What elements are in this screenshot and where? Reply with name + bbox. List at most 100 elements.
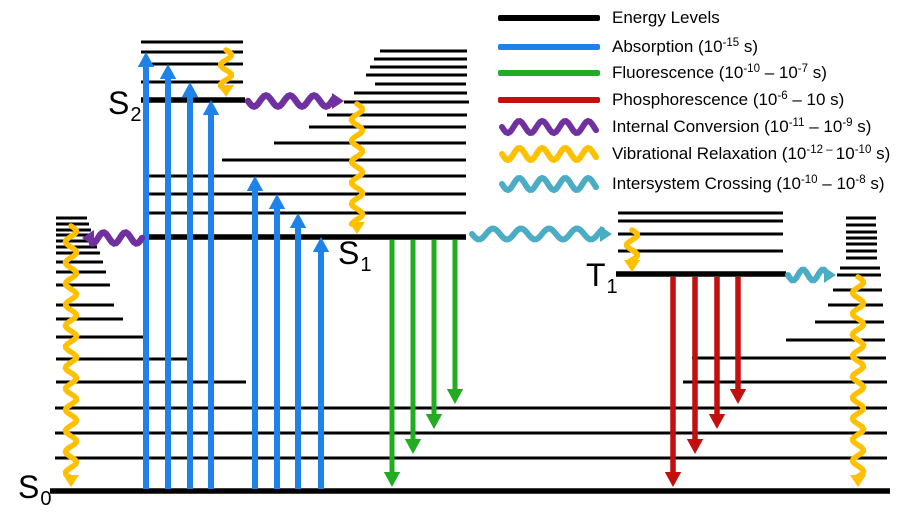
legend: Energy Levels Absorption (10-15 s) Fluores… <box>0 0 900 210</box>
vibrational-level-line <box>56 270 106 274</box>
vibrational-level-line <box>370 65 467 69</box>
absorption-arrow-head <box>202 100 220 115</box>
fluorescence-arrow-head <box>404 439 422 454</box>
vibrational-level-line <box>143 174 466 178</box>
vibrational-level-line <box>846 216 876 220</box>
vibrational-level-line <box>55 431 887 435</box>
legend-label-text: – 10 <box>804 117 843 136</box>
vibrational-relaxation-wave-head <box>63 475 79 487</box>
legend-label-superscript: -7 <box>797 63 809 75</box>
vibrational-level-line <box>56 335 145 339</box>
legend-label-phosphorescence: Phosphorescence (10-6 – 10 s) <box>612 90 844 110</box>
legend-swatch-intersystem-crossing <box>499 174 599 194</box>
vibrational-relaxation-wave-head <box>218 85 234 97</box>
legend-label-energy-levels: Energy Levels <box>612 8 720 28</box>
vibrational-level-line <box>846 249 877 253</box>
state-letter: S <box>338 235 360 271</box>
state-subscript: 2 <box>130 104 142 126</box>
label-t1: T1 <box>586 259 618 297</box>
legend-label-text: Fluorescence (10 <box>612 63 744 82</box>
vibrational-relaxation-wave <box>624 227 640 265</box>
intersystem-crossing-wave-head <box>600 226 612 242</box>
legend-label-superscript: -15 <box>722 37 740 49</box>
internal-conversion-wave-head <box>332 93 344 109</box>
vibrational-level-line <box>380 49 467 53</box>
legend-swatch-vibrational-relaxation <box>499 144 599 164</box>
vibrational-level-line <box>56 357 188 361</box>
legend-label-intersystem-crossing: Intersystem Crossing (10-10 – 10-8 s) <box>612 174 885 194</box>
vibrational-level-line <box>141 40 243 44</box>
label-s2: S2 <box>108 87 141 125</box>
vibrational-level-line <box>618 249 783 253</box>
vibrational-relaxation-wave <box>218 47 234 91</box>
legend-label-superscript: -10 <box>800 174 818 186</box>
vibrational-relaxation-wave <box>348 101 366 227</box>
vibrational-level-line <box>786 338 885 342</box>
absorption-arrow-head <box>268 194 286 209</box>
legend-label-superscript: -9 <box>842 117 853 129</box>
vibrational-level-line <box>374 57 467 61</box>
vibrational-level-line <box>143 192 466 196</box>
legend-label-fluorescence: Fluorescence (10-10 – 10-7 s) <box>612 63 827 83</box>
phosphorescence-arrow-head <box>729 389 747 404</box>
legend-label-superscript: -12 – <box>806 144 836 156</box>
vibrational-level-line <box>143 211 466 215</box>
legend-row-vibrational-relaxation: Vibrational Relaxation (10-12 – 10-10 s) <box>498 141 890 167</box>
legend-row-phosphorescence: Phosphorescence (10-6 – 10 s) <box>498 87 844 113</box>
vibrational-level-line <box>846 236 877 240</box>
state-subscript: 1 <box>606 276 618 298</box>
label-s1: S1 <box>338 237 371 275</box>
absorption-arrow-head <box>181 82 199 97</box>
phosphorescence-arrow-head <box>708 414 726 429</box>
absorption-arrow-head <box>289 213 307 228</box>
legend-label-text: s) <box>739 37 759 56</box>
fluorescence-arrow-head <box>425 414 443 429</box>
legend-label-text: Energy Levels <box>612 8 720 27</box>
legend-label-superscript: -11 <box>788 117 805 129</box>
vibrational-level-line <box>56 380 246 384</box>
vibrational-level-line <box>375 82 466 86</box>
legend-label-superscript: -8 <box>855 174 866 186</box>
internal-conversion-wave <box>88 229 146 247</box>
vibrational-level-line <box>815 320 884 324</box>
phosphorescence-arrow-head <box>664 472 682 487</box>
fluorescence-arrow-head <box>383 472 401 487</box>
legend-label-absorption: Absorption (10-15 s) <box>612 37 758 57</box>
legend-label-text: Vibrational Relaxation (10 <box>612 144 807 163</box>
vibrational-level-line <box>222 158 466 162</box>
absorption-arrow-head <box>137 52 155 67</box>
vibrational-level-line <box>618 232 783 236</box>
legend-wave-glyph <box>499 144 599 164</box>
vibrational-level-line <box>141 80 243 84</box>
absorption-arrow-head <box>312 237 330 252</box>
legend-label-internal-conversion: Internal Conversion (10-11 – 10-9 s) <box>612 117 871 137</box>
legend-swatch-energy-levels <box>498 15 600 21</box>
legend-label-superscript: -6 <box>777 90 788 102</box>
main-energy-level-line <box>616 271 786 277</box>
fluorescence-arrow-head <box>446 389 464 404</box>
legend-swatch-absorption <box>498 44 600 50</box>
intersystem-crossing-wave <box>469 225 605 243</box>
legend-label-text: s) <box>808 63 827 82</box>
vibrational-relaxation-wave-head <box>850 475 866 487</box>
vibrational-level-line <box>327 113 467 117</box>
state-letter: S <box>108 85 130 121</box>
vibrational-level-line <box>846 223 876 227</box>
vibrational-level-line <box>840 266 880 270</box>
absorption-arrow-head <box>159 64 177 79</box>
vibrational-level-line <box>56 239 95 243</box>
vibrational-level-line <box>274 141 466 145</box>
legend-wave-glyph <box>499 117 599 137</box>
legend-label-text: 10 <box>835 144 855 163</box>
legend-row-absorption: Absorption (10-15 s) <box>498 34 758 60</box>
vibrational-level-line <box>828 303 883 307</box>
vibrational-level-line <box>141 50 243 54</box>
internal-conversion-wave <box>244 92 338 110</box>
vibrational-level-line <box>56 303 114 307</box>
vibrational-level-line <box>56 283 110 287</box>
intersystem-crossing-wave-head <box>824 267 836 283</box>
legend-label-superscript: -10 <box>854 144 872 156</box>
intersystem-crossing-wave <box>785 266 829 284</box>
